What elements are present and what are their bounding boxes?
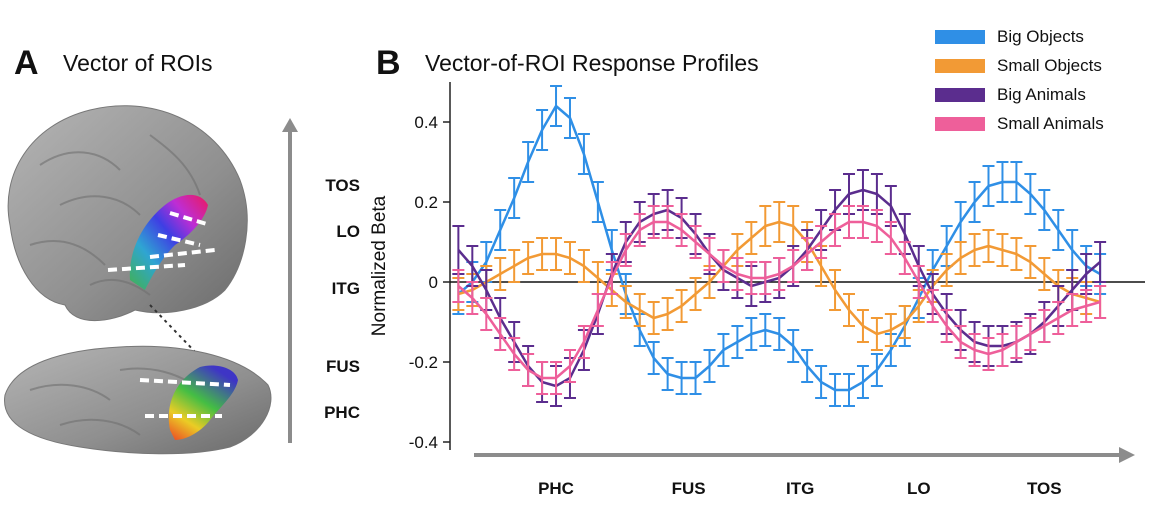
- ventral-brain: [4, 345, 272, 455]
- roi-label-tos: TOS: [325, 176, 360, 195]
- panel-b-letter: B: [376, 44, 401, 82]
- legend-item-small-objects: Small Objects: [935, 51, 1160, 80]
- roi-label-fus: FUS: [326, 357, 360, 376]
- chart-legend: Big Objects Small Objects Big Animals Sm…: [935, 22, 1160, 138]
- legend-item-big-animals: Big Animals: [935, 80, 1160, 109]
- roi-label-phc: PHC: [324, 403, 360, 422]
- response-profile-chart: 0.4 0.2 0 -0.2 -0.4 Normalized Beta PHC FUS ITG L…: [369, 82, 1145, 498]
- panel-a-letter: A: [14, 44, 39, 82]
- series-line-small-animals: [457, 220, 1101, 380]
- roi-axis-arrow: [282, 118, 298, 443]
- legend-label-small-objects: Small Objects: [997, 55, 1102, 75]
- y-tick-label: 0: [429, 273, 438, 292]
- y-tick-label: 0.4: [414, 113, 438, 132]
- series-line-big-objects: [457, 104, 1101, 392]
- y-tick-label: 0.2: [414, 193, 438, 212]
- legend-item-big-objects: Big Objects: [935, 22, 1160, 51]
- legend-item-small-animals: Small Animals: [935, 109, 1160, 138]
- roi-label-itg: ITG: [331, 279, 360, 298]
- x-category-label: FUS: [672, 479, 706, 498]
- y-tick-label: -0.4: [409, 433, 438, 452]
- series-line-small-objects: [458, 220, 1101, 336]
- legend-label-big-objects: Big Objects: [997, 26, 1084, 46]
- lateral-brain: [7, 105, 248, 322]
- legend-swatch-big-animals: [935, 87, 985, 102]
- legend-swatch-small-animals: [935, 116, 985, 131]
- x-category-label: LO: [907, 479, 931, 498]
- x-axis-arrowhead: [1119, 447, 1135, 463]
- roi-label-lo: LO: [336, 222, 360, 241]
- legend-swatch-big-objects: [935, 29, 985, 44]
- x-category-label: TOS: [1027, 479, 1062, 498]
- panel-a-title: Vector of ROIs: [63, 50, 213, 76]
- y-tick-label: -0.2: [409, 353, 438, 372]
- legend-label-small-animals: Small Animals: [997, 113, 1104, 133]
- x-category-label: ITG: [786, 479, 814, 498]
- x-category-label: PHC: [538, 479, 574, 498]
- panel-b-title: Vector-of-ROI Response Profiles: [425, 50, 759, 76]
- y-axis-title: Normalized Beta: [369, 195, 390, 336]
- legend-label-big-animals: Big Animals: [997, 84, 1086, 104]
- legend-swatch-small-objects: [935, 58, 985, 73]
- roi-axis: TOS LO ITG FUS PHC: [280, 118, 360, 448]
- brain-illustration: [4, 105, 272, 455]
